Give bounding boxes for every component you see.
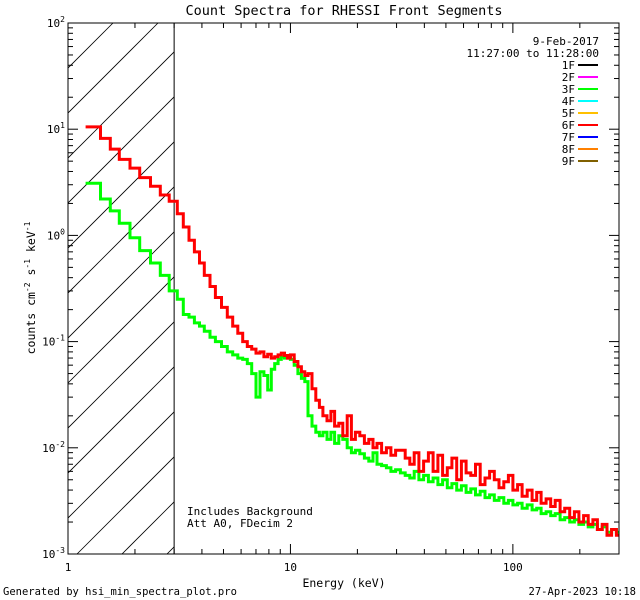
x-tick-label: 1 (65, 561, 72, 574)
hatch-line (68, 51, 175, 159)
x-axis-label: Energy (keV) (302, 576, 385, 590)
chart-title: Count Spectra for RHESSI Front Segments (186, 3, 503, 19)
y-label-exp3: -1 (23, 221, 32, 231)
series-3f (85, 181, 619, 534)
y-tick-label: 10-1 (42, 334, 65, 349)
annotation-background: Includes Background (187, 505, 313, 518)
x-tick-label: 100 (503, 561, 523, 574)
hatch-line (68, 141, 175, 249)
axis-ticks: 1 10 100 10-3 10-2 10-1 100 101 102 (42, 15, 620, 574)
series-layer (85, 125, 619, 537)
footer-generated-by: Generated by hsi_min_spectra_plot.pro (3, 586, 237, 598)
y-label-base: counts cm (24, 292, 38, 354)
legend-label: 1F (562, 59, 575, 72)
legend-label: 5F (562, 107, 575, 120)
hatch-line (68, 276, 175, 384)
time-range: 11:27:00 to 11:28:00 (467, 47, 599, 60)
observation-date: 9-Feb-2017 (533, 35, 599, 48)
hatch-line (68, 411, 175, 519)
plot-frame (67, 22, 620, 555)
legend-label: 7F (562, 131, 575, 144)
legend-label: 2F (562, 71, 575, 84)
y-tick-label: 10-3 (42, 546, 65, 561)
hatch-line (68, 23, 159, 114)
y-label-exp1: -2 (23, 282, 32, 292)
hatch-line (68, 231, 175, 339)
legend-label: 9F (562, 155, 575, 168)
legend-label: 4F (562, 95, 575, 108)
hatch-line (68, 23, 69, 24)
y-tick-label: 101 (47, 121, 65, 136)
y-label-mid2: keV (24, 231, 38, 259)
y-label-exp2: -1 (23, 259, 32, 269)
legend-label: 6F (562, 119, 575, 132)
hatch-line (68, 186, 175, 294)
y-tick-label: 10-2 (42, 440, 65, 455)
hatch-line (68, 366, 175, 474)
hatch-line (68, 23, 114, 69)
excluded-energy-hatch (68, 23, 175, 554)
series-6f (85, 125, 619, 537)
hatch-line (68, 96, 175, 204)
y-tick-label: 102 (47, 15, 65, 30)
y-label-mid: s (24, 269, 38, 283)
x-tick-label: 10 (284, 561, 297, 574)
hatch-line (76, 456, 175, 554)
annotation-attenuator: Att A0, FDecim 2 (187, 517, 293, 530)
legend-label: 3F (562, 83, 575, 96)
footer-timestamp: 27-Apr-2023 10:18 (529, 586, 636, 598)
y-axis-label: counts cm-2 s-1 keV-1 (23, 221, 38, 354)
y-tick-label: 100 (47, 227, 65, 242)
legend-label: 8F (562, 143, 575, 156)
